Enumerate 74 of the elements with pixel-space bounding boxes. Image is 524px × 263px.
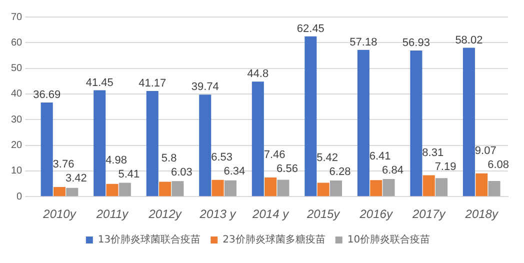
y-tick-label: 30 — [11, 114, 23, 126]
data-label: 41.45 — [86, 76, 114, 89]
x-tick-label: 2017y — [412, 207, 446, 222]
data-label: 6.08 — [488, 158, 509, 171]
bar — [172, 181, 184, 196]
y-tick-label: 60 — [11, 37, 23, 48]
x-tick-label: 2018y — [464, 207, 499, 222]
legend-label: 10价肺炎联合疫苗 — [347, 234, 430, 246]
bar — [462, 48, 475, 196]
x-tick-label: 2013 y — [198, 207, 237, 222]
bar — [106, 184, 118, 196]
x-tick-label: 2015y — [306, 207, 341, 222]
x-tick-label: 2012y — [148, 207, 182, 222]
bar — [476, 173, 488, 196]
data-label: 58.02 — [455, 34, 483, 46]
bar — [94, 90, 106, 196]
data-label: 9.07 — [474, 144, 496, 157]
data-label: 4.98 — [106, 154, 127, 166]
bar — [488, 181, 500, 196]
data-label: 36.69 — [33, 88, 61, 101]
bar — [382, 179, 395, 196]
bar — [422, 175, 435, 196]
y-tick-label: 50 — [11, 63, 23, 74]
bar — [304, 36, 317, 196]
data-label: 41.17 — [138, 78, 166, 90]
x-tick-label: 2010y — [42, 207, 77, 222]
data-label: 7.46 — [264, 148, 286, 161]
y-tick-label: 10 — [11, 166, 23, 177]
bar — [330, 180, 342, 196]
data-label: 6.53 — [211, 151, 233, 164]
bar — [264, 177, 277, 196]
bar — [410, 50, 422, 196]
y-tick-label: 40 — [11, 88, 23, 100]
bar — [224, 180, 236, 196]
data-label: 6.28 — [329, 166, 351, 178]
data-label: 62.45 — [296, 22, 324, 35]
bar — [252, 82, 264, 196]
bar — [212, 180, 224, 196]
data-label: 6.34 — [224, 165, 246, 178]
data-label: 6.41 — [369, 150, 391, 163]
bar — [277, 180, 290, 196]
bar — [357, 50, 370, 196]
legend-label: 23价肺炎球菌多糖疫苗 — [222, 234, 326, 246]
data-label: 5.41 — [118, 168, 140, 180]
data-label: 3.42 — [65, 172, 87, 184]
data-label: 6.84 — [382, 164, 404, 177]
data-label: 56.93 — [402, 37, 430, 50]
legend-label: 13价肺炎球菌联合疫苗 — [98, 234, 201, 246]
bar — [370, 180, 382, 196]
data-label: 6.56 — [276, 162, 298, 175]
x-tick-label: 2011y — [95, 207, 130, 222]
data-label: 6.03 — [170, 166, 192, 179]
bar — [159, 182, 172, 196]
data-label: 39.74 — [191, 81, 219, 94]
y-tick-label: 0 — [16, 191, 23, 202]
bar — [146, 90, 158, 196]
bar — [40, 102, 53, 196]
data-label: 44.8 — [247, 68, 269, 80]
bar — [436, 178, 448, 196]
bar — [199, 94, 212, 196]
data-label: 57.18 — [350, 36, 378, 48]
data-label: 3.76 — [52, 158, 74, 170]
data-label: 7.19 — [434, 160, 456, 173]
data-label: 5.42 — [316, 152, 338, 164]
y-tick-label: 70 — [11, 12, 23, 23]
bar — [317, 182, 330, 196]
x-tick-label: 2016y — [358, 207, 394, 222]
bar — [66, 188, 78, 196]
bar — [118, 182, 131, 196]
bar — [53, 186, 66, 196]
data-label: 5.8 — [161, 152, 177, 165]
x-tick-label: 2014 y — [252, 207, 290, 222]
y-tick-label: 20 — [11, 140, 23, 152]
data-label: 8.31 — [422, 146, 444, 159]
